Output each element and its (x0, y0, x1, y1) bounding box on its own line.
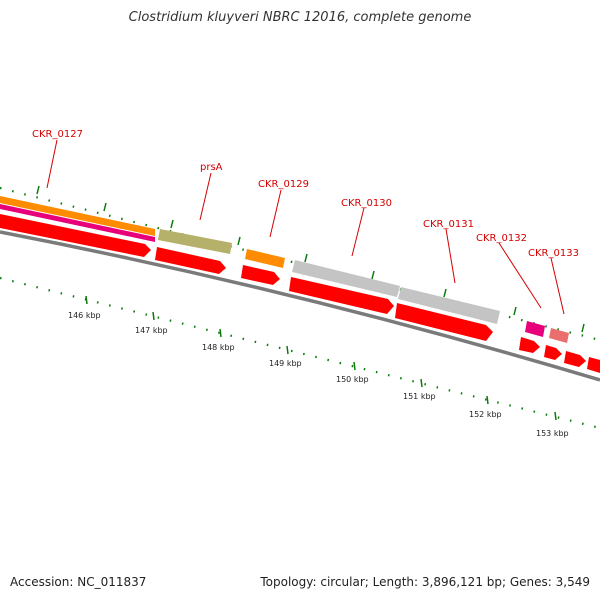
kbp-label: 147 kbp (135, 326, 168, 335)
gene-bar-olive (158, 229, 232, 254)
leader-line (351, 207, 365, 257)
gene-bar-gray (292, 260, 400, 297)
gene-label-ckr0132: CKR_0132 (476, 233, 527, 244)
inner-major-tick (219, 328, 222, 338)
inner-major-tick (286, 345, 289, 355)
genome-backbone (0, 230, 600, 382)
inner-tick-track (0, 276, 600, 430)
cds-arrow (0, 214, 151, 257)
outer-major-tick (237, 236, 241, 246)
kbp-label: 151 kbp (403, 392, 436, 401)
leader-line (46, 139, 58, 189)
topology-text: Topology: circular; Length: 3,896,121 bp… (260, 575, 590, 589)
gene-leader-lines (46, 139, 565, 315)
outer-major-tick (443, 288, 447, 298)
outer-major-tick (36, 185, 40, 195)
leader-line (445, 228, 456, 284)
cds-arrow (587, 357, 600, 373)
cds-arrow (519, 337, 540, 353)
kbp-label: 146 kbp (68, 311, 101, 320)
leader-line (550, 257, 565, 315)
outer-major-tick (170, 219, 174, 229)
gene-label-ckr0131: CKR_0131 (423, 219, 474, 230)
inner-major-tick (85, 295, 88, 305)
inner-major-tick (152, 311, 155, 321)
gene-bar-orange (0, 196, 155, 236)
gene-bar-magenta (525, 321, 545, 337)
kbp-label: 152 kbp (469, 410, 502, 419)
outer-major-tick (513, 306, 517, 316)
gene-bar-pink (549, 328, 569, 343)
gene-label-ckr0133: CKR_0133 (528, 248, 579, 259)
cds-arrow (564, 351, 586, 367)
gene-label-ckr0129: CKR_0129 (258, 179, 309, 190)
accession-text: Accession: NC_011837 (10, 575, 147, 589)
cds-arrow-track (0, 214, 600, 373)
outer-major-tick (371, 270, 375, 280)
kbp-label: 153 kbp (536, 429, 569, 438)
outer-major-tick (103, 202, 107, 212)
kbp-label: 148 kbp (202, 343, 235, 352)
leader-line (498, 242, 542, 309)
gene-label-ckr0130: CKR_0130 (341, 198, 392, 209)
leader-line (269, 189, 282, 238)
gene-bar-orange (245, 249, 285, 268)
cds-arrow (395, 303, 493, 341)
outer-major-tick (304, 253, 308, 263)
kbp-label: 150 kbp (336, 375, 369, 384)
map-title: Clostridium kluyveri NBRC 12016, complet… (128, 10, 472, 25)
inner-major-tick (420, 378, 423, 388)
inner-major-tick (486, 395, 489, 405)
cds-arrow (544, 345, 562, 360)
cds-arrow (289, 277, 394, 314)
leader-line (199, 172, 212, 221)
outer-major-tick (581, 323, 585, 333)
gene-bar-magenta (0, 204, 155, 242)
gene-label-prsa: prsA (200, 162, 223, 173)
inner-major-tick (554, 411, 557, 421)
kbp-label: 149 kbp (269, 359, 302, 368)
gene-label-ckr0127: CKR_0127 (32, 129, 83, 140)
inner-major-tick (353, 361, 356, 371)
gene-bar-gray (398, 287, 500, 324)
cds-arrow (155, 247, 226, 274)
kbp-labels: 146 kbp 147 kbp 148 kbp 149 kbp 150 kbp … (68, 311, 569, 438)
gene-labels: CKR_0127 prsA CKR_0129 CKR_0130 CKR_0131… (32, 129, 579, 259)
cds-arrow (241, 265, 280, 285)
outer-tick-track (0, 185, 600, 342)
